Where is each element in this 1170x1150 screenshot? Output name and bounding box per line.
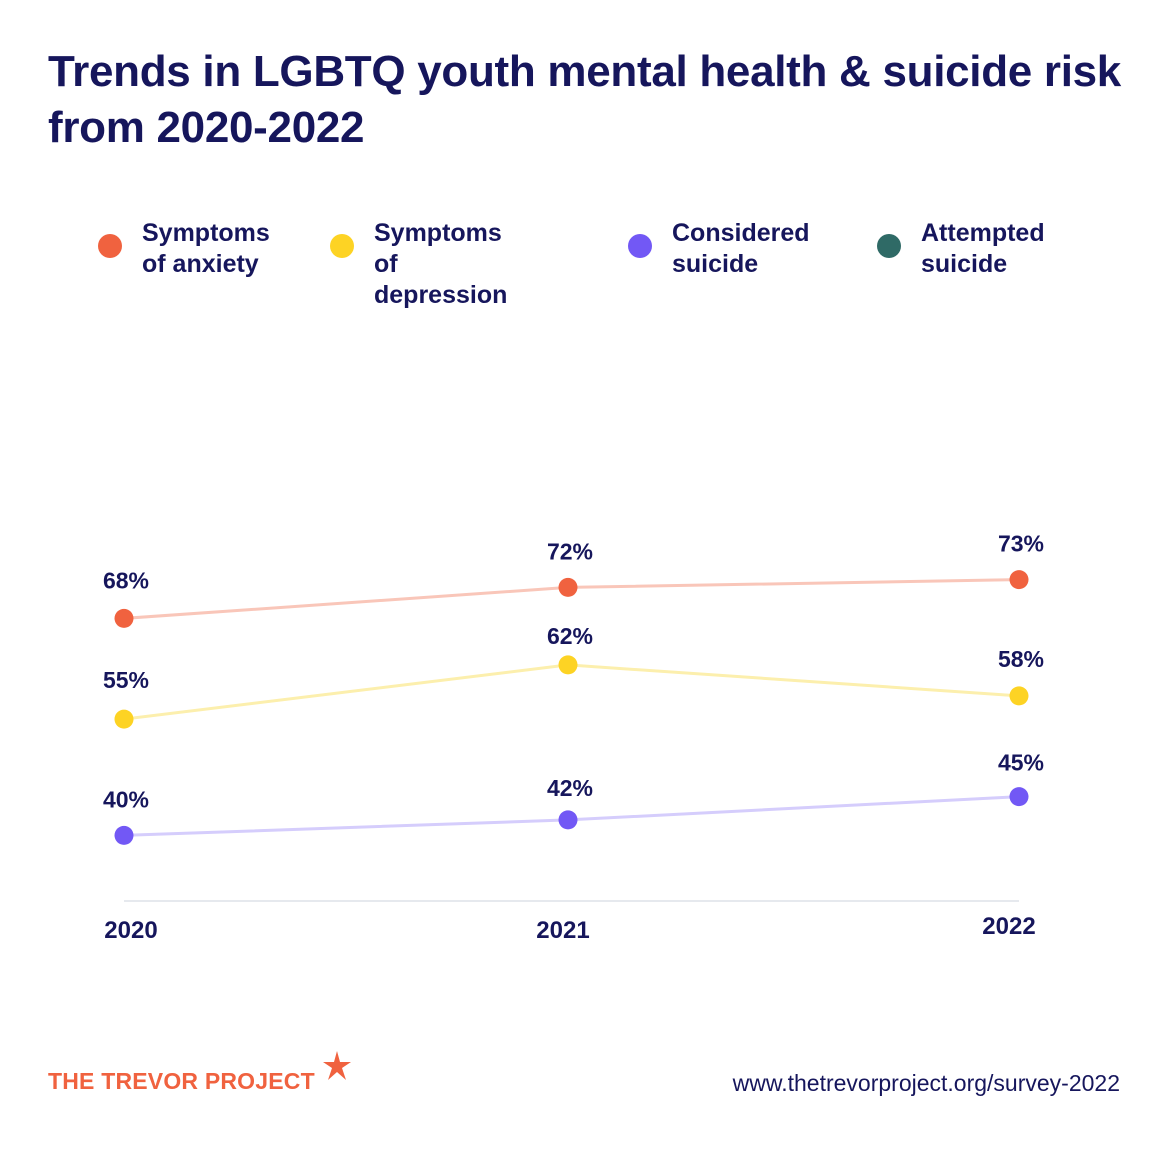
data-point-considered-suicide-2020 bbox=[114, 825, 134, 845]
legend-marker-anxiety bbox=[98, 234, 122, 258]
data-point-considered-suicide-2021 bbox=[558, 810, 578, 830]
data-point-considered-suicide-2022 bbox=[1009, 787, 1029, 807]
x-tick-label-2022: 2022 bbox=[982, 913, 1035, 940]
data-point-anxiety-2020 bbox=[114, 608, 134, 628]
data-label-considered-suicide-2020: 40% bbox=[103, 786, 149, 812]
data-label-depression-2022: 58% bbox=[998, 646, 1044, 672]
legend-label-considered: Considered suicide bbox=[672, 219, 810, 278]
data-label-considered-suicide-2022: 45% bbox=[998, 750, 1044, 776]
data-label-depression-2020: 55% bbox=[103, 667, 149, 693]
trevor-project-logo: THE TREVOR PROJECT bbox=[48, 1068, 315, 1094]
line-chart: 20202021202268%72%73%55%62%58%40%42%45%1… bbox=[103, 531, 1044, 944]
x-tick-label-2021: 2021 bbox=[536, 917, 589, 944]
legend-marker-attempted bbox=[877, 234, 901, 258]
data-point-anxiety-2021 bbox=[558, 577, 578, 597]
legend-label-attempted: Attempted suicide bbox=[921, 219, 1045, 278]
data-point-anxiety-2022 bbox=[1009, 570, 1029, 590]
legend: Symptoms of anxiety Symptoms of depressi… bbox=[0, 218, 1170, 309]
data-label-anxiety-2021: 72% bbox=[547, 538, 593, 564]
data-label-depression-2021: 62% bbox=[547, 623, 593, 649]
survey-url-link[interactable]: www.thetrevorproject.org/survey-2022 bbox=[732, 1070, 1120, 1096]
data-label-anxiety-2022: 73% bbox=[998, 531, 1044, 557]
star-icon bbox=[323, 1051, 351, 1080]
data-label-anxiety-2020: 68% bbox=[103, 567, 149, 593]
chart-title: Trends in LGBTQ youth mental health & su… bbox=[48, 47, 1121, 152]
legend-label-depression: Symptoms of depression bbox=[374, 219, 508, 309]
data-point-depression-2021 bbox=[558, 655, 578, 675]
x-tick-label-2020: 2020 bbox=[104, 917, 157, 944]
legend-marker-considered bbox=[628, 234, 652, 258]
data-point-depression-2022 bbox=[1009, 686, 1029, 706]
data-point-depression-2020 bbox=[114, 709, 134, 729]
legend-marker-depression bbox=[330, 234, 354, 258]
data-label-considered-suicide-2021: 42% bbox=[547, 775, 593, 801]
legend-label-anxiety: Symptoms of anxiety bbox=[142, 219, 270, 278]
